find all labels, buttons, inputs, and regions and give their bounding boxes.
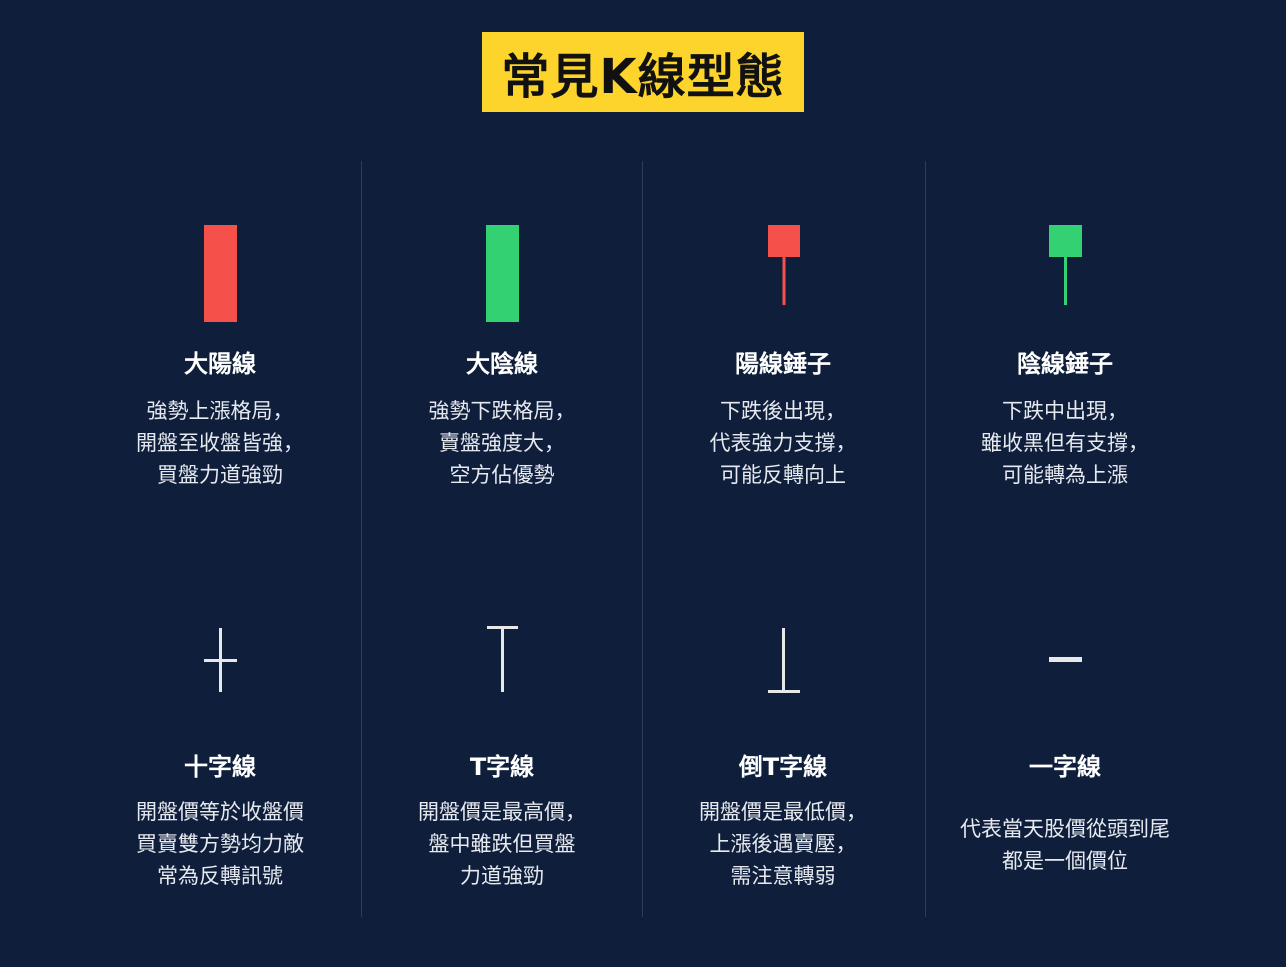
pattern-name: 一字線 [1029, 753, 1101, 781]
pattern-description: 強勢上漲格局， 開盤至收盤皆強， 買盤力道強勁 [136, 399, 304, 487]
pattern-name: 大陰線 [466, 350, 538, 378]
bullish-long-candle-icon [80, 220, 360, 330]
pattern-name: T字線 [469, 753, 535, 781]
page-title: 常見K線型態 [501, 49, 785, 105]
bullish-hammer-icon [643, 220, 923, 330]
dragonfly-doji-icon [362, 620, 642, 730]
pattern-description: 強勢下跌格局， 賣盤強度大， 空方佔優勢 [428, 399, 576, 487]
pattern-description: 代表當天股價從頭到尾 都是一個價位 [960, 817, 1170, 873]
column-divider-3 [925, 161, 926, 917]
pattern-description: 下跌中出現， 雖收黑但有支撐， 可能轉為上漲 [981, 399, 1149, 487]
doji-cross-icon [80, 620, 360, 730]
pattern-name: 大陽線 [184, 350, 256, 378]
column-divider-2 [642, 161, 643, 917]
pattern-name: 十字線 [184, 753, 256, 781]
pattern-name: 倒T字線 [738, 753, 828, 781]
pattern-name: 陰線錘子 [1017, 350, 1113, 378]
pattern-name: 陽線錘子 [735, 350, 831, 378]
title-banner: 常見K線型態 [482, 32, 804, 112]
pattern-description: 開盤價等於收盤價 買賣雙方勢均力敵 常為反轉訊號 [136, 800, 304, 888]
column-divider-1 [361, 161, 362, 917]
gravestone-doji-icon [643, 620, 923, 730]
pattern-description: 開盤價是最低價， 上漲後遇賣壓， 需注意轉弱 [699, 800, 867, 888]
four-price-doji-icon [925, 620, 1205, 730]
pattern-description: 開盤價是最高價， 盤中雖跌但買盤 力道強勁 [418, 800, 586, 888]
pattern-description: 下跌後出現， 代表強力支撐， 可能反轉向上 [709, 399, 857, 487]
bearish-long-candle-icon [362, 220, 642, 330]
bearish-hammer-icon [925, 220, 1205, 330]
